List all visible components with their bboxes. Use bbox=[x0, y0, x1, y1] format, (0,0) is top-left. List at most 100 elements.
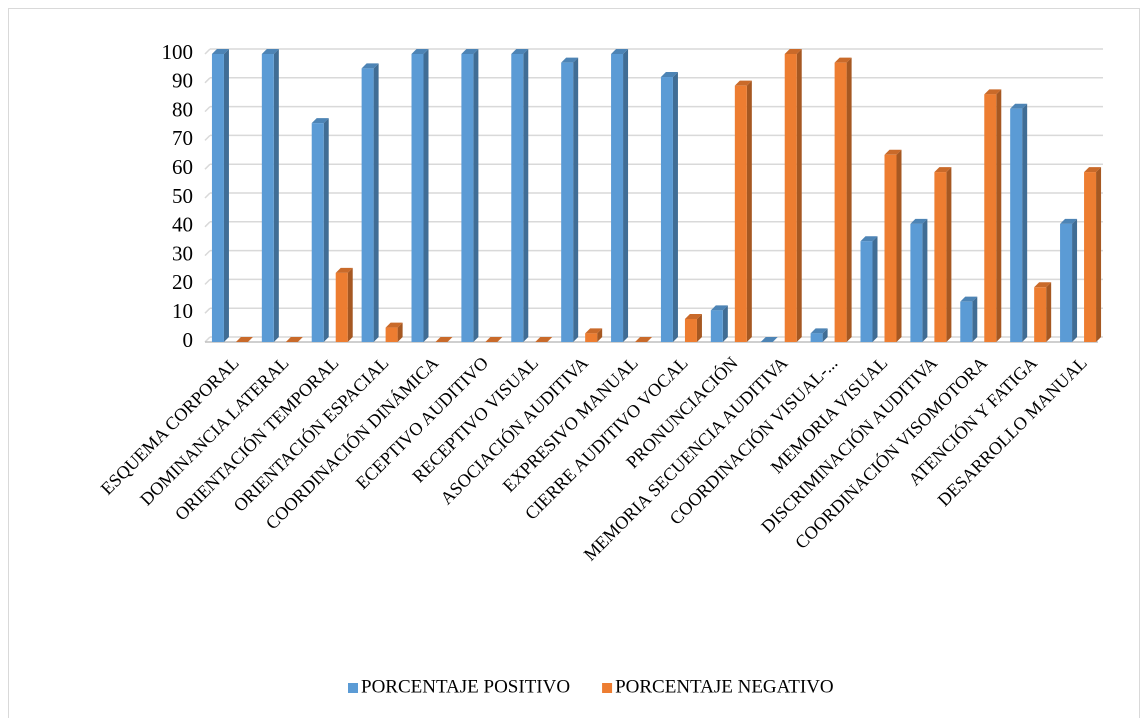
grid-line-floor bbox=[204, 77, 211, 84]
bar-side bbox=[672, 72, 678, 342]
bar-top bbox=[1010, 103, 1028, 109]
y-tick-label: 80 bbox=[172, 97, 193, 121]
bar-side bbox=[696, 313, 702, 342]
bar-side bbox=[946, 167, 952, 342]
bar-top bbox=[984, 89, 1002, 95]
bar-top bbox=[784, 49, 802, 54]
bar-top bbox=[511, 49, 529, 54]
bar bbox=[385, 327, 398, 342]
bar-side bbox=[473, 49, 479, 342]
bar-side bbox=[846, 57, 852, 342]
legend-label: PORCENTAJE NEGATIVO bbox=[615, 676, 834, 697]
y-tick-label: 50 bbox=[172, 184, 193, 208]
bar bbox=[810, 333, 823, 342]
bar-top bbox=[810, 328, 828, 334]
bar-top bbox=[684, 313, 702, 319]
bar-top bbox=[884, 149, 902, 155]
bar bbox=[311, 123, 324, 343]
bar-side bbox=[273, 49, 279, 342]
bar bbox=[461, 54, 474, 342]
bar-side bbox=[822, 328, 828, 342]
bar-side bbox=[347, 267, 353, 342]
bar bbox=[860, 241, 873, 342]
grid-line-floor bbox=[204, 48, 211, 55]
bar bbox=[784, 54, 797, 342]
y-tick-label: 90 bbox=[172, 69, 193, 93]
legend-swatch bbox=[348, 683, 358, 693]
bar bbox=[361, 68, 374, 343]
bar-top bbox=[561, 57, 579, 63]
grid-line-floor bbox=[204, 134, 211, 141]
grid-line-floor bbox=[204, 307, 211, 314]
bar bbox=[984, 94, 997, 342]
bar-top bbox=[635, 337, 653, 342]
bar-top bbox=[960, 296, 978, 302]
bar-side bbox=[373, 63, 379, 343]
bar bbox=[684, 318, 697, 342]
bar-side bbox=[922, 218, 928, 342]
y-tick-label: 70 bbox=[172, 126, 193, 150]
bar-side bbox=[796, 49, 802, 342]
bar-top bbox=[535, 337, 553, 342]
bar bbox=[1034, 287, 1047, 342]
bar bbox=[561, 62, 574, 342]
bar-top bbox=[910, 218, 928, 224]
bar bbox=[611, 54, 624, 342]
bar-side bbox=[397, 322, 403, 342]
bar-side bbox=[423, 49, 429, 342]
bar-side bbox=[623, 49, 629, 342]
bar-side bbox=[1022, 103, 1028, 342]
bar-side bbox=[972, 296, 978, 342]
bar-side bbox=[746, 80, 752, 343]
bar-top bbox=[585, 328, 603, 334]
bar-top bbox=[734, 80, 752, 86]
grid-line-floor bbox=[204, 278, 211, 285]
grid-line-floor bbox=[204, 192, 211, 199]
bar bbox=[261, 54, 274, 342]
bar bbox=[1084, 172, 1097, 342]
bar bbox=[211, 54, 224, 342]
bar-top bbox=[385, 322, 403, 328]
bar-top bbox=[235, 337, 253, 342]
bar-top bbox=[461, 49, 479, 54]
grid-line-floor bbox=[204, 163, 211, 170]
bar bbox=[884, 154, 897, 342]
grid-line-floor bbox=[204, 221, 211, 228]
bar-side bbox=[523, 49, 529, 342]
bar-top bbox=[1084, 167, 1102, 173]
legend-label: PORCENTAJE POSITIVO bbox=[361, 676, 570, 697]
grid-line-floor bbox=[204, 106, 211, 113]
bar-side bbox=[573, 57, 579, 342]
bar-side bbox=[1096, 167, 1102, 342]
bar-top bbox=[261, 49, 279, 54]
bar bbox=[960, 301, 973, 342]
bar-top bbox=[760, 337, 778, 342]
bar-top bbox=[934, 167, 952, 173]
bar bbox=[834, 62, 847, 342]
bar-top bbox=[660, 72, 678, 78]
bar-top bbox=[1034, 282, 1052, 288]
bar-side bbox=[896, 149, 902, 342]
bar-top bbox=[335, 267, 353, 273]
bar bbox=[585, 333, 598, 342]
bar-top bbox=[1060, 218, 1078, 224]
y-tick-label: 0 bbox=[183, 328, 194, 352]
bar-side bbox=[323, 118, 329, 343]
bar bbox=[934, 172, 947, 342]
bar bbox=[1060, 223, 1073, 342]
bar-top bbox=[485, 337, 503, 342]
bar-top bbox=[834, 57, 852, 63]
bar-side bbox=[1072, 218, 1078, 342]
bar-top bbox=[361, 63, 379, 69]
bar bbox=[910, 223, 923, 342]
bar-top bbox=[710, 305, 728, 311]
grid-line-floor bbox=[204, 250, 211, 257]
bar-side bbox=[597, 328, 603, 342]
bar-top bbox=[211, 49, 229, 54]
bar bbox=[511, 54, 524, 342]
bar bbox=[335, 272, 348, 342]
bar-top bbox=[285, 337, 303, 342]
bar bbox=[710, 310, 723, 342]
bar bbox=[1010, 108, 1023, 342]
